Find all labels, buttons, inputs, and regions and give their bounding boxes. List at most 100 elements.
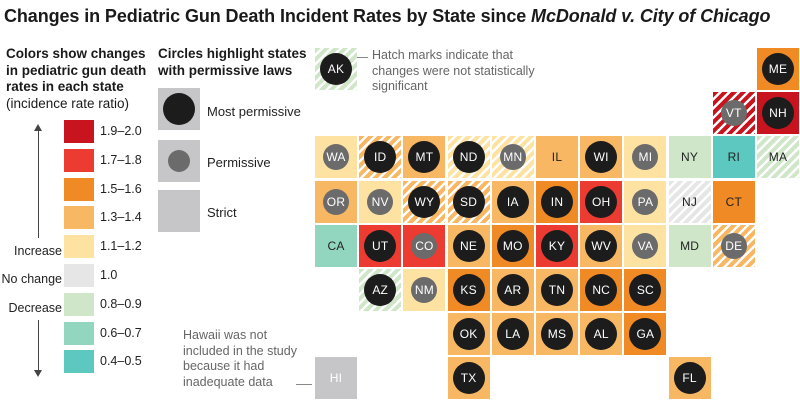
most-permissive-circle xyxy=(585,318,618,351)
hatch-note: Hatch marks indicate that changes were n… xyxy=(372,48,535,93)
state-label: TX xyxy=(460,371,477,386)
state-label: MS xyxy=(547,327,567,342)
legend-swatch xyxy=(64,292,94,316)
most-permissive-circle xyxy=(320,53,352,85)
most-permissive-circle xyxy=(452,362,485,395)
state-label: CT xyxy=(725,194,742,209)
state-label: VT xyxy=(725,106,742,121)
state-label: ID xyxy=(373,150,387,165)
arrow-down-icon xyxy=(34,370,42,377)
strict-label: Strict xyxy=(207,205,237,220)
state-tile-wa: WA xyxy=(315,136,357,179)
state-tile-mi: MI xyxy=(624,136,667,179)
legend-swatch xyxy=(64,148,94,172)
state-label: PA xyxy=(637,194,654,209)
state-label: OR xyxy=(326,194,346,209)
title-plain: Changes in Pediatric Gun Death Incident … xyxy=(4,6,532,26)
permissive-circle xyxy=(632,144,659,171)
color-legend-subtitle: (incidence rate ratio) xyxy=(6,95,130,111)
permissive-swatch xyxy=(158,140,200,182)
state-tile-ma: MA xyxy=(757,136,799,179)
permissive-circle-icon xyxy=(168,150,190,172)
legend-bin-label: 1.5–1.6 xyxy=(100,181,142,196)
state-label: WV xyxy=(591,238,612,253)
state-tile-ok: OK xyxy=(447,313,490,356)
state-label: AL xyxy=(593,327,609,342)
state-label: MT xyxy=(415,150,434,165)
state-label: LA xyxy=(505,327,521,342)
legend-bin-label: 1.1–1.2 xyxy=(100,239,142,254)
state-label: IL xyxy=(551,150,563,165)
state-tile-ne: NE xyxy=(447,224,490,267)
hawaii-note-leader xyxy=(296,384,312,385)
state-label: CO xyxy=(415,238,434,253)
state-tile-tn: TN xyxy=(536,269,578,311)
state-label: AK xyxy=(327,62,345,76)
state-label: MI xyxy=(638,150,653,165)
state-tile-sd: SD xyxy=(447,180,490,223)
state-tile-ny: NY xyxy=(668,136,711,179)
state-tile-mn: MN xyxy=(491,136,534,179)
state-tile-nj: NJ xyxy=(668,180,711,223)
permissive-circle xyxy=(632,188,659,215)
state-tile-pa: PA xyxy=(624,180,667,223)
permissive-circle xyxy=(720,232,747,259)
permissive-circle xyxy=(499,144,526,171)
most-permissive-circle xyxy=(585,141,618,174)
state-label: IN xyxy=(550,194,564,209)
most-permissive-circle xyxy=(496,229,529,262)
state-tile-nd: ND xyxy=(447,136,490,179)
title-italic: McDonald v. City of Chicago xyxy=(531,6,771,26)
state-tile-tx: TX xyxy=(447,357,490,400)
color-legend-heading: Colors show changes in pediatric gun dea… xyxy=(6,46,156,112)
most-permissive-circle xyxy=(541,274,573,306)
state-label: WI xyxy=(593,150,609,165)
most-permissive-label: Most permissive xyxy=(207,104,301,119)
most-permissive-circle xyxy=(452,229,485,262)
state-label: WA xyxy=(326,150,346,165)
legend-bin-label: 1.7–1.8 xyxy=(100,152,142,167)
permissive-circle xyxy=(720,100,747,127)
state-label: NC xyxy=(592,283,611,297)
strict-swatch xyxy=(158,190,200,232)
decrease-arrow-line xyxy=(38,320,39,370)
state-label: SC xyxy=(636,283,654,297)
most-permissive-circle xyxy=(541,318,573,351)
state-tile-ca: CA xyxy=(315,224,357,267)
hatch-note-leader xyxy=(349,57,368,58)
state-tile-mt: MT xyxy=(403,136,446,179)
permissive-circle xyxy=(323,144,349,171)
state-label: VA xyxy=(637,238,654,253)
state-tile-va: VA xyxy=(624,224,667,267)
state-label: DE xyxy=(725,238,743,253)
legend-swatch xyxy=(64,264,94,287)
state-tile-in: IN xyxy=(536,180,578,223)
most-permissive-circle xyxy=(452,185,485,218)
state-tile-nc: NC xyxy=(580,269,623,311)
chart-title: Changes in Pediatric Gun Death Incident … xyxy=(4,6,796,27)
legend-bin-label: 1.9–2.0 xyxy=(100,124,142,138)
state-tile-ak: AK xyxy=(315,48,357,90)
state-tile-de: DE xyxy=(712,224,755,267)
legend-swatch xyxy=(64,350,94,374)
state-tile-vt: VT xyxy=(712,92,755,135)
state-label: UT xyxy=(371,238,389,253)
state-label: NM xyxy=(414,283,434,297)
legend-swatch xyxy=(64,120,94,143)
most-permissive-circle xyxy=(762,97,794,130)
most-permissive-circle xyxy=(364,229,397,262)
state-tile-co: CO xyxy=(403,224,446,267)
legend-swatch xyxy=(64,235,94,259)
most-permissive-circle xyxy=(408,141,441,174)
state-label: MA xyxy=(768,150,788,165)
state-label: AZ xyxy=(372,283,389,297)
most-permissive-circle xyxy=(452,141,485,174)
state-label: MD xyxy=(680,238,700,253)
state-label: ME xyxy=(768,62,788,76)
state-tile-ky: KY xyxy=(536,224,578,267)
state-label: KS xyxy=(460,283,477,297)
state-label: HI xyxy=(329,371,343,386)
legend-bin-label: 0.4–0.5 xyxy=(100,354,142,369)
most-permissive-circle xyxy=(585,274,618,306)
legend-bin-label: 0.6–0.7 xyxy=(100,325,142,340)
